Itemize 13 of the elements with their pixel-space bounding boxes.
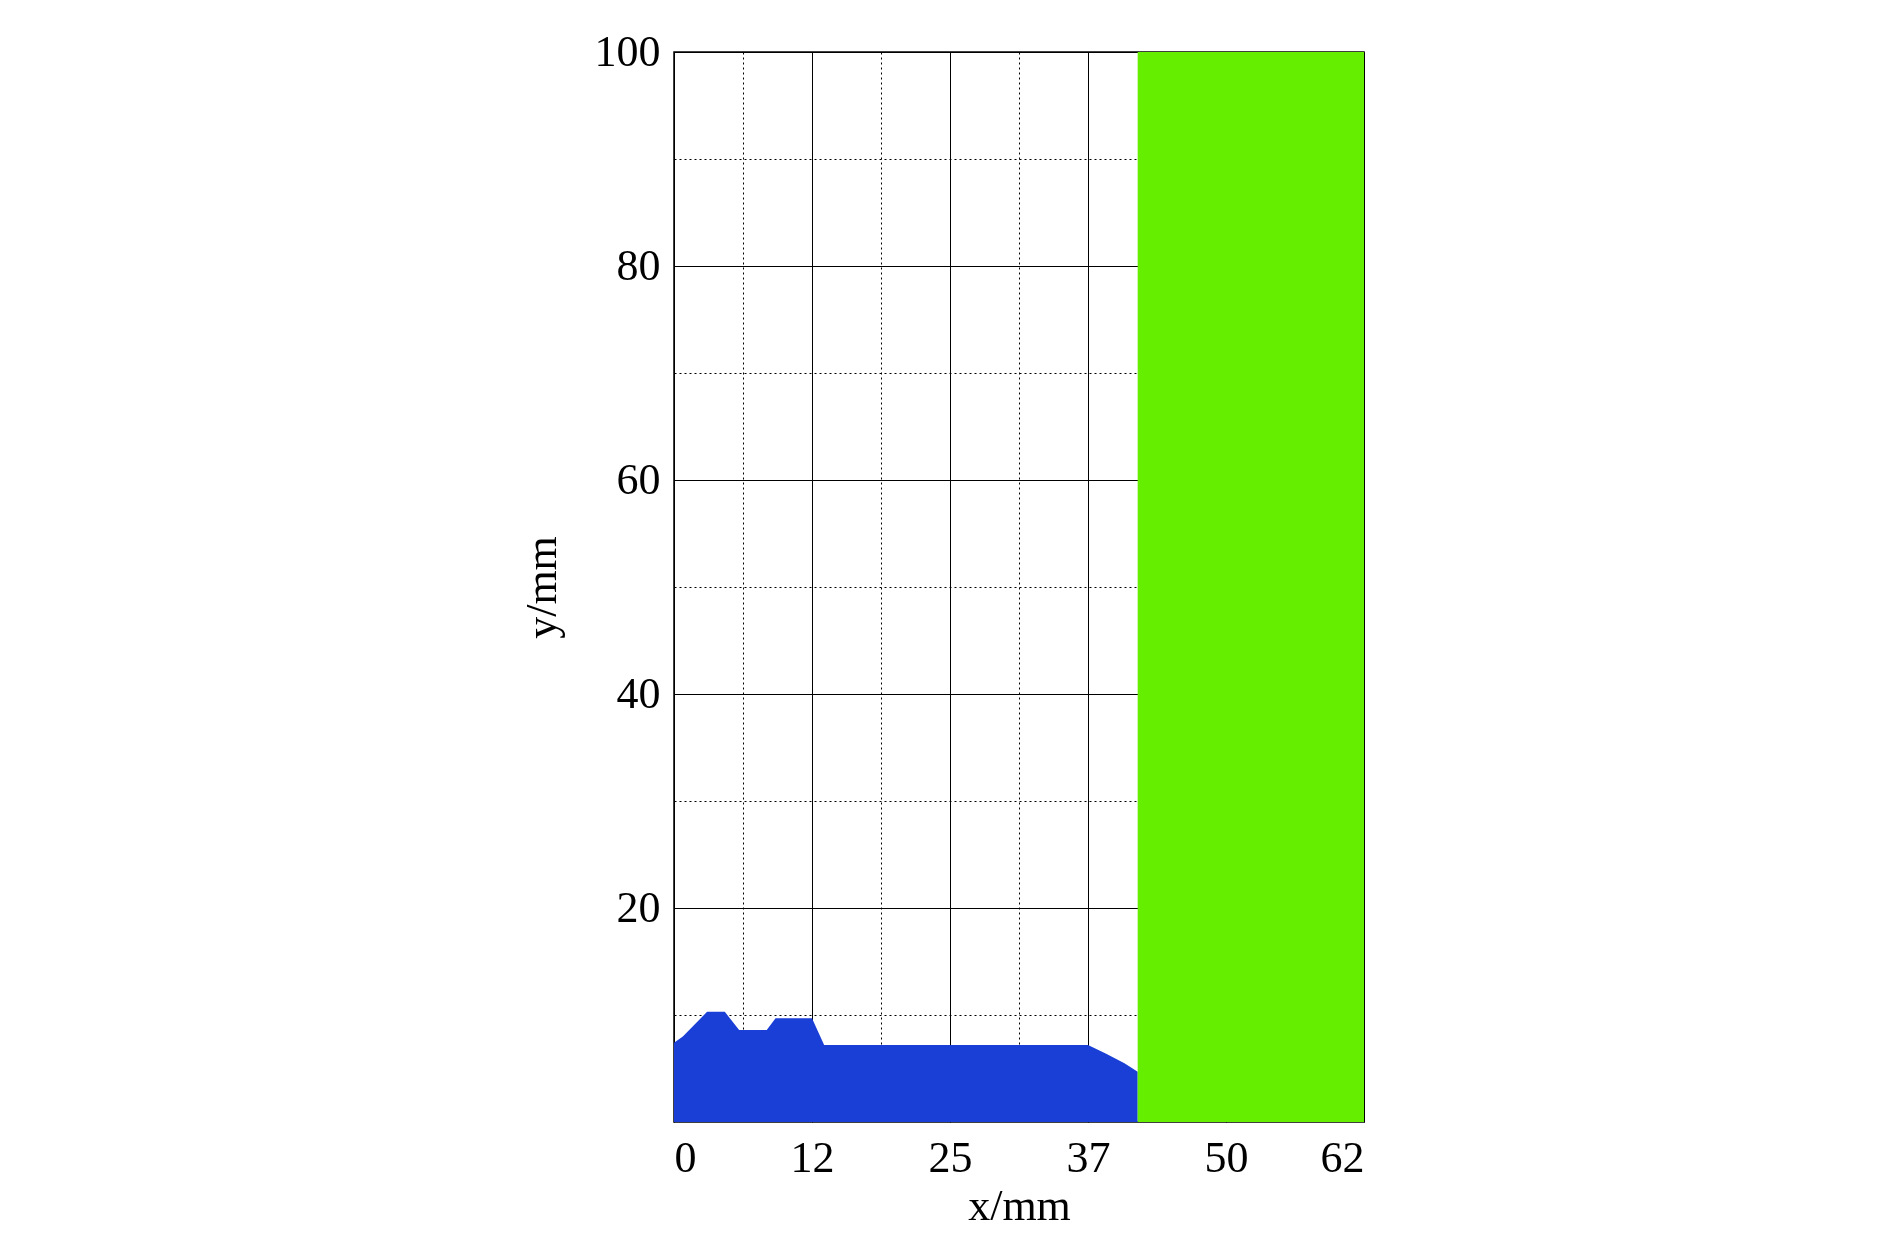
y-axis-title: y/mm	[516, 536, 566, 639]
y-tick-label: 80	[616, 240, 661, 290]
x-tick-label: 0	[674, 1132, 697, 1182]
x-axis-title: x/mm	[968, 1180, 1071, 1230]
y-tick-label: 40	[616, 668, 661, 718]
x-tick-label: 25	[928, 1132, 973, 1182]
y-tick-label: 20	[616, 882, 661, 932]
x-tick-label: 62	[1320, 1132, 1365, 1182]
x-tick-label: 37	[1066, 1132, 1111, 1182]
y-tick-label: 60	[616, 454, 661, 504]
x-tick-label: 12	[790, 1132, 835, 1182]
y-tick-label: 100	[594, 26, 661, 76]
x-tick-label: 50	[1204, 1132, 1249, 1182]
